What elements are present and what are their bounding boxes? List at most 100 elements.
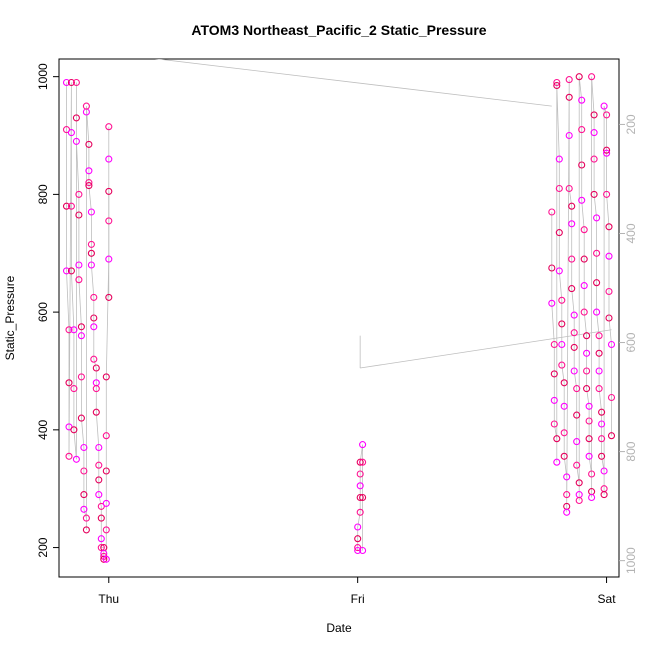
y-tick-label: 1000 <box>36 63 50 90</box>
data-point <box>92 385 100 393</box>
data-point <box>356 493 364 502</box>
data-point <box>598 452 606 460</box>
data-point <box>600 467 608 475</box>
data-point <box>80 505 88 513</box>
data-point <box>82 102 90 110</box>
data-point <box>62 78 71 87</box>
data-point <box>605 287 613 296</box>
data-point <box>90 323 98 331</box>
x-axis: Thu Fri Sat <box>98 577 616 606</box>
right-y-tick-label: 200 <box>624 114 638 134</box>
data-point <box>583 332 591 340</box>
data-point <box>65 452 73 460</box>
data-point <box>359 493 367 502</box>
data-point <box>603 190 611 198</box>
data-point <box>568 285 576 293</box>
data-point <box>550 370 558 378</box>
data-point <box>605 314 613 322</box>
data-point <box>75 211 83 219</box>
y-tick-label: 200 <box>36 537 50 557</box>
data-point <box>568 202 576 210</box>
data-point <box>600 102 608 110</box>
data-point <box>607 340 616 349</box>
data-point <box>595 349 603 357</box>
data-point <box>563 473 571 481</box>
data-point <box>550 340 558 349</box>
data-point <box>359 458 367 466</box>
data-point <box>92 364 100 372</box>
data-point <box>580 255 588 263</box>
data-point <box>90 355 98 363</box>
x-axis-label: Date <box>326 621 352 635</box>
data-point <box>555 267 563 275</box>
data-point <box>70 385 78 393</box>
data-point <box>97 502 105 510</box>
data-point <box>548 299 556 307</box>
data-point <box>80 443 88 452</box>
data-point <box>359 441 367 449</box>
series-line-3 <box>551 76 612 513</box>
data-point <box>97 544 105 552</box>
data-point <box>573 385 581 393</box>
data-point <box>570 343 578 351</box>
data-point <box>590 111 598 119</box>
data-point <box>600 491 608 499</box>
data-point <box>563 508 571 516</box>
data-point <box>598 420 606 428</box>
data-point <box>105 155 113 163</box>
data-point <box>105 293 113 301</box>
data-point <box>565 131 573 140</box>
bridge-line-0 <box>154 59 552 107</box>
connector-lines <box>66 59 612 560</box>
data-point <box>75 190 83 198</box>
data-point <box>555 184 563 193</box>
x-tick-label: Sat <box>598 592 617 606</box>
data-point <box>95 461 103 469</box>
data-point <box>568 255 576 263</box>
x-tick-label: Fri <box>351 592 365 606</box>
data-point <box>603 111 611 119</box>
data-point <box>65 379 73 387</box>
data-point <box>607 393 616 402</box>
data-point <box>77 373 85 381</box>
data-point <box>97 514 105 522</box>
data-point <box>356 470 364 478</box>
data-point <box>585 402 593 410</box>
data-point <box>558 361 566 369</box>
data-point <box>590 190 598 198</box>
data-point <box>598 435 606 443</box>
plot-frame <box>58 58 620 578</box>
data-point <box>95 443 103 452</box>
y-axis-left: 200 400 600 800 1000 <box>36 63 59 558</box>
data-point <box>595 367 603 375</box>
data-point <box>575 73 583 81</box>
data-point <box>570 329 578 337</box>
data-point <box>573 461 581 469</box>
data-point <box>573 411 581 419</box>
data-point <box>105 187 113 195</box>
data-points <box>62 73 616 563</box>
data-point <box>67 267 75 275</box>
data-point <box>595 332 603 340</box>
data-point <box>558 320 566 328</box>
data-point <box>72 137 80 145</box>
data-point <box>578 161 586 169</box>
data-point <box>77 332 85 340</box>
data-point <box>354 535 362 543</box>
data-point <box>105 123 113 131</box>
data-point <box>82 526 90 534</box>
data-point <box>97 535 105 543</box>
series-line-2 <box>357 444 363 551</box>
data-point <box>85 179 93 187</box>
data-point <box>102 467 110 475</box>
data-point <box>87 208 95 216</box>
data-point <box>77 414 85 422</box>
data-point <box>553 78 561 87</box>
data-point <box>102 555 110 563</box>
data-point <box>95 476 103 484</box>
y-tick-label: 400 <box>36 420 50 440</box>
data-point <box>65 326 73 334</box>
data-point <box>102 499 110 507</box>
